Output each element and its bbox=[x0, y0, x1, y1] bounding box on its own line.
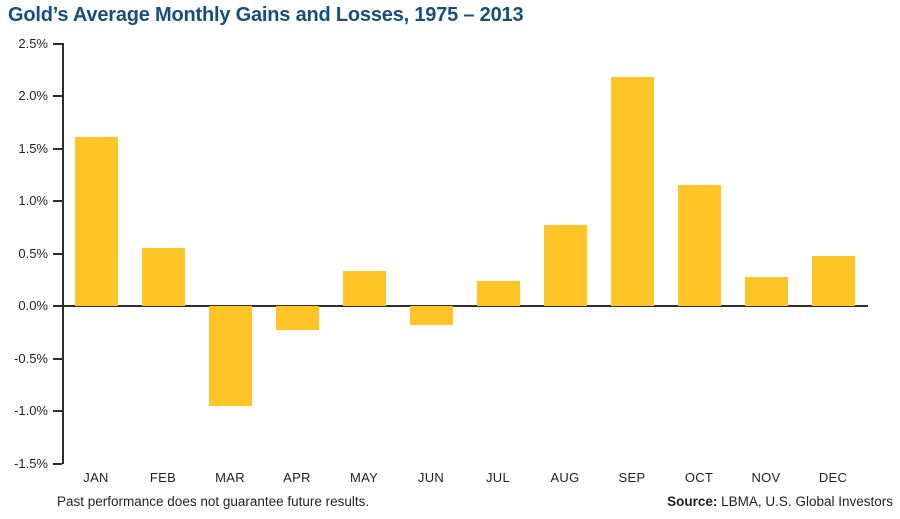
y-tick-mark bbox=[53, 305, 62, 307]
bar-nov bbox=[744, 276, 788, 306]
source-label: Source: bbox=[667, 494, 718, 509]
bar-jan bbox=[74, 136, 118, 306]
y-tick-label: -1.0% bbox=[14, 403, 48, 418]
bar-sep bbox=[610, 77, 654, 306]
y-tick-mark bbox=[53, 252, 62, 255]
bar-aug bbox=[543, 225, 587, 306]
y-tick-mark bbox=[53, 410, 62, 412]
y-tick-label: 0.5% bbox=[18, 245, 48, 261]
x-tick-label-jun: JUN bbox=[417, 470, 445, 485]
source-text: Source: LBMA, U.S. Global Investors bbox=[667, 494, 893, 509]
y-tick-label: 1.0% bbox=[18, 193, 48, 208]
disclaimer-text: Past performance does not guarantee futu… bbox=[57, 494, 370, 509]
x-tick-label-oct: OCT bbox=[684, 470, 714, 485]
x-tick-label-aug: AUG bbox=[550, 470, 580, 485]
x-tick-label-feb: FEB bbox=[149, 470, 177, 485]
y-tick-mark bbox=[53, 200, 62, 202]
bar-oct bbox=[677, 185, 721, 306]
x-tick-label-sep: SEP bbox=[618, 470, 646, 485]
x-tick-label-mar: MAR bbox=[215, 470, 245, 485]
bar-jul bbox=[476, 280, 520, 306]
y-tick-mark bbox=[53, 462, 62, 465]
y-tick-mark bbox=[53, 147, 62, 150]
chart-title: Gold’s Average Monthly Gains and Losses,… bbox=[8, 4, 524, 26]
bar-mar bbox=[208, 306, 252, 406]
bar-dec bbox=[811, 255, 855, 306]
x-tick-label-apr: APR bbox=[283, 470, 311, 485]
y-tick-label: -0.5% bbox=[14, 350, 48, 366]
y-tick-mark bbox=[53, 357, 62, 360]
y-axis-line bbox=[62, 43, 64, 464]
bar-feb bbox=[141, 248, 185, 306]
source-value: LBMA, U.S. Global Investors bbox=[717, 494, 893, 509]
zero-baseline bbox=[62, 305, 868, 307]
x-tick-label-jul: JUL bbox=[485, 470, 511, 485]
y-tick-label: 2.5% bbox=[18, 35, 48, 51]
y-tick-mark bbox=[53, 42, 62, 45]
y-tick-mark bbox=[53, 95, 62, 97]
x-tick-label-nov: NOV bbox=[751, 470, 781, 485]
x-tick-label-jan: JAN bbox=[83, 470, 109, 485]
bar-may bbox=[342, 271, 386, 306]
bar-apr bbox=[275, 306, 319, 331]
y-tick-label: 0.0% bbox=[18, 298, 48, 313]
x-tick-label-dec: DEC bbox=[818, 470, 848, 485]
x-tick-label-may: MAY bbox=[349, 470, 379, 485]
y-tick-label: -1.5% bbox=[14, 455, 48, 471]
y-tick-label: 1.5% bbox=[18, 140, 48, 156]
bar-jun bbox=[409, 306, 453, 325]
y-tick-label: 2.0% bbox=[18, 88, 48, 103]
